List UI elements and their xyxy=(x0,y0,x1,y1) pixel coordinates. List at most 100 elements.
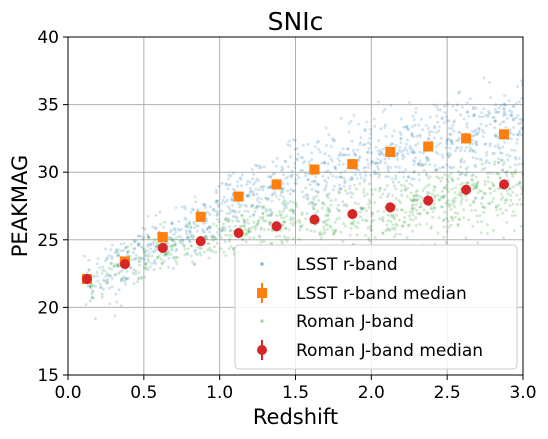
scatter-point xyxy=(513,170,517,174)
scatter-point xyxy=(140,245,143,249)
scatter-point xyxy=(195,253,199,256)
scatter-point xyxy=(333,220,337,224)
scatter-point xyxy=(294,202,298,205)
scatter-point xyxy=(473,150,477,154)
scatter-point xyxy=(302,161,305,165)
scatter-point xyxy=(207,226,211,230)
scatter-point xyxy=(381,232,385,235)
scatter-point xyxy=(471,173,475,177)
scatter-point xyxy=(336,157,340,161)
scatter-point xyxy=(474,208,477,212)
scatter-point xyxy=(387,169,391,173)
scatter-point xyxy=(397,180,401,184)
scatter-point xyxy=(374,162,378,166)
scatter-point xyxy=(410,134,414,138)
scatter-point xyxy=(114,292,118,296)
scatter-point xyxy=(304,174,307,178)
scatter-point xyxy=(314,189,317,193)
scatter-point xyxy=(269,220,273,224)
scatter-point xyxy=(369,173,373,177)
scatter-point xyxy=(144,227,148,231)
scatter-point xyxy=(433,168,437,172)
scatter-point xyxy=(483,191,487,195)
scatter-point xyxy=(125,253,129,257)
scatter-point xyxy=(397,218,401,222)
scatter-point xyxy=(342,176,346,180)
scatter-point xyxy=(91,289,95,292)
scatter-point xyxy=(189,244,193,248)
scatter-point xyxy=(458,194,462,198)
scatter-point xyxy=(203,206,207,210)
scatter-point xyxy=(284,227,288,231)
scatter-point xyxy=(512,229,516,233)
scatter-point xyxy=(368,239,372,243)
scatter-point xyxy=(341,240,345,243)
scatter-point xyxy=(178,241,182,244)
scatter-point xyxy=(414,107,418,110)
scatter-point xyxy=(399,141,403,145)
scatter-point xyxy=(456,222,460,226)
scatter-point xyxy=(342,184,346,188)
scatter-point xyxy=(408,147,412,151)
scatter-point xyxy=(376,172,380,176)
scatter-point xyxy=(231,203,234,207)
scatter-point xyxy=(260,197,263,201)
scatter-point xyxy=(404,188,408,192)
scatter-point xyxy=(448,165,452,169)
scatter-point xyxy=(360,207,364,211)
scatter-point xyxy=(322,225,326,229)
scatter-point xyxy=(231,171,235,175)
scatter-point xyxy=(406,128,410,132)
scatter-point xyxy=(517,163,521,166)
scatter-point xyxy=(192,235,196,239)
scatter-point xyxy=(399,201,403,204)
scatter-point xyxy=(175,247,179,251)
scatter-point xyxy=(447,155,451,159)
scatter-point xyxy=(453,215,457,219)
scatter-point xyxy=(353,173,357,176)
scatter-point xyxy=(417,162,421,166)
scatter-point xyxy=(497,161,501,164)
scatter-point xyxy=(376,161,380,165)
scatter-point xyxy=(369,228,372,232)
scatter-point xyxy=(158,266,162,270)
scatter-point xyxy=(287,236,290,240)
scatter-point xyxy=(214,201,218,204)
scatter-point xyxy=(495,208,499,212)
scatter-point xyxy=(310,188,314,191)
scatter-point xyxy=(131,257,135,261)
scatter-point xyxy=(132,268,136,272)
scatter-point xyxy=(134,272,138,276)
scatter-point xyxy=(258,235,262,239)
scatter-point xyxy=(193,263,197,266)
scatter-point xyxy=(398,145,402,149)
scatter-point xyxy=(464,236,468,240)
scatter-point xyxy=(412,163,416,167)
scatter-point xyxy=(152,260,156,264)
scatter-point xyxy=(510,172,514,176)
scatter-point xyxy=(270,199,274,203)
scatter-point xyxy=(204,237,208,241)
scatter-point xyxy=(378,173,382,176)
scatter-point xyxy=(503,140,507,144)
chart-title: SNIc xyxy=(268,7,324,36)
scatter-point xyxy=(196,224,200,228)
scatter-point xyxy=(216,210,220,214)
scatter-point xyxy=(202,250,206,254)
scatter-point xyxy=(495,110,499,114)
scatter-point xyxy=(243,219,247,223)
scatter-point xyxy=(486,223,490,227)
scatter-point xyxy=(151,240,155,244)
scatter-point xyxy=(428,133,432,137)
scatter-point xyxy=(282,199,286,203)
scatter-point xyxy=(220,227,224,230)
scatter-point xyxy=(406,175,410,179)
scatter-point xyxy=(402,220,406,224)
scatter-point xyxy=(246,218,249,222)
scatter-point xyxy=(184,223,188,227)
scatter-point xyxy=(148,265,152,269)
y-tick-label: 30 xyxy=(37,163,59,183)
scatter-point xyxy=(493,134,497,138)
scatter-point xyxy=(112,265,116,268)
scatter-point xyxy=(253,210,257,213)
